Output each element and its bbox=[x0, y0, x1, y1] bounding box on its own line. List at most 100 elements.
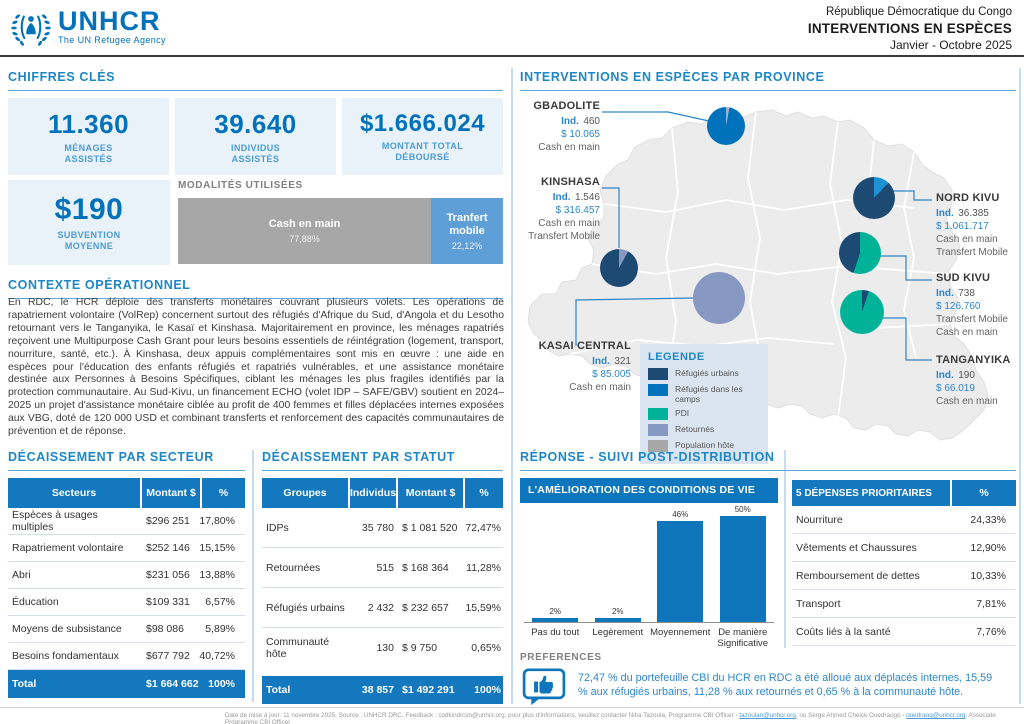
bar-value-label: 2% bbox=[549, 606, 562, 616]
legend-title: LEGENDE bbox=[648, 351, 705, 363]
legend-label: Population hôte bbox=[675, 440, 735, 450]
map-legend: LEGENDE Réfugiés urbains Réfugiés dans l… bbox=[640, 344, 768, 464]
legend-item: Population hôte bbox=[648, 440, 760, 452]
section-title-sector: DÉCAISSEMENT PAR SECTEUR bbox=[8, 450, 245, 471]
ind-label: Ind. bbox=[592, 356, 610, 367]
bar-significative: 50% bbox=[712, 505, 775, 622]
reporting-period: Janvier - Octobre 2025 bbox=[889, 38, 1012, 52]
col-header-secteurs: Secteurs bbox=[8, 478, 142, 508]
callout-nord-kivu: NORD KIVU Ind. 36.385 $ 1.061.717 Cash e… bbox=[936, 192, 1016, 259]
document-title-block: République Démocratique du Congo INTERVE… bbox=[808, 5, 1012, 53]
ind-value: 460 bbox=[583, 116, 600, 127]
divider-pdm bbox=[784, 450, 786, 648]
expenses-table: 5 DÉPENSES PRIORITAIRES % Nourriture 24,… bbox=[792, 480, 1016, 646]
province-name: GBADOLITE bbox=[533, 100, 600, 112]
ind-label: Ind. bbox=[936, 208, 954, 219]
table-row: Rapatriement volontaire $252 146 15,15% bbox=[8, 535, 245, 562]
divider-right-edge bbox=[1019, 68, 1021, 704]
modality-segment-cash: Cash en main 77,88% bbox=[178, 198, 432, 264]
legend-chip-retournes bbox=[648, 424, 668, 436]
legend-chip-refugies-urbains bbox=[648, 368, 668, 380]
logo-text: UNHCR The UN Refugee Agency bbox=[58, 7, 166, 45]
province-name: KINSHASA bbox=[540, 176, 600, 188]
section-title-pdm: RÉPONSE - SUIVI POST-DISTRIBUTION bbox=[520, 450, 1016, 471]
table-row: Réfugiés urbains 2 432 $ 232 657 15,59% bbox=[262, 588, 503, 628]
preferences-title: PREFERENCES bbox=[520, 652, 602, 663]
province-name: SUD KIVU bbox=[936, 272, 991, 284]
section-title-chiffres-cles: CHIFFRES CLÉS bbox=[8, 70, 503, 91]
pie-gbadolite bbox=[707, 107, 745, 145]
ind-value: 190 bbox=[958, 370, 975, 381]
table-row: Remboursement de dettes 10,33% bbox=[792, 562, 1016, 590]
pie-sud-kivu bbox=[839, 232, 881, 274]
table-row: Nourriture 24,33% bbox=[792, 506, 1016, 534]
key-figure-card-subvention: $190 SUBVENTION MOYENNE bbox=[8, 180, 170, 265]
ind-label: Ind. bbox=[561, 116, 579, 127]
households-label: MÉNAGES ASSISTÉS bbox=[64, 142, 113, 164]
footer-segment: Date de mise à jour: 11 novembre 2025. S… bbox=[225, 712, 740, 719]
table-row: Vêtements et Chaussures 12,90% bbox=[792, 534, 1016, 562]
bar bbox=[719, 516, 766, 622]
footer-email-link[interactable]: ouedraog@unhcr.org bbox=[906, 712, 966, 719]
unhcr-logo: UNHCR The UN Refugee Agency bbox=[10, 7, 166, 49]
section-title-map: INTERVENTIONS EN ESPÈCES PAR PROVINCE bbox=[520, 70, 1016, 91]
section-title-contexte: CONTEXTE OPÉRATIONNEL bbox=[8, 278, 503, 299]
col-header-individus: Individus bbox=[350, 478, 398, 508]
pie-nord-kivu bbox=[853, 177, 895, 219]
province-name: NORD KIVU bbox=[936, 192, 1000, 204]
col-header-pct: % bbox=[979, 487, 989, 499]
section-title-status: DÉCAISSEMENT PAR STATUT bbox=[262, 450, 503, 471]
amount-value: $ 66.019 bbox=[936, 383, 975, 394]
improvement-bar-chart: 2% 2% 46% 50% bbox=[524, 505, 774, 623]
ind-label: Ind. bbox=[552, 192, 571, 203]
modalities-list: Cash en main bbox=[538, 142, 600, 153]
province-map: GBADOLITE Ind. 460 $ 10.065 Cash en main… bbox=[516, 88, 1016, 464]
legend-label: PDI bbox=[675, 408, 690, 418]
modality-cash-label: Cash en main bbox=[268, 218, 341, 230]
chart-title: L'AMÉLIORATION DES CONDITIONS DE VIE bbox=[520, 478, 778, 503]
expenses-table-header: 5 DÉPENSES PRIORITAIRES % bbox=[792, 480, 1016, 506]
category-label: Moyennement bbox=[650, 627, 711, 638]
ind-value: 738 bbox=[958, 288, 975, 299]
sector-table-header: Secteurs Montant $ % bbox=[8, 478, 245, 508]
table-row: Transport 7,81% bbox=[792, 590, 1016, 618]
legend-item: Retournés bbox=[648, 424, 760, 436]
bar-value-label: 2% bbox=[611, 606, 624, 616]
callout-kinshasa: KINSHASA Ind. 1.546 $ 316.457 Cash en ma… bbox=[516, 176, 600, 243]
divider-center bbox=[511, 68, 513, 704]
bar bbox=[594, 617, 641, 622]
amount-value: $ 10.065 bbox=[561, 129, 600, 140]
modality-mobile-pct: 22,12% bbox=[451, 240, 483, 251]
individuals-value: 39.640 bbox=[214, 108, 297, 139]
modalities-list: Cash en main bbox=[936, 396, 998, 407]
bar bbox=[657, 520, 704, 622]
ind-value: 36.385 bbox=[958, 208, 989, 219]
table-row: Retournées 515 $ 168 364 11,28% bbox=[262, 548, 503, 588]
legend-item: PDI bbox=[648, 408, 760, 420]
bar-chart-category-labels: Pas du tout Legèrement Moyennement De ma… bbox=[524, 627, 774, 649]
modalities-list: Cash en main Transfert Mobile bbox=[528, 218, 600, 242]
footer-email-link[interactable]: tazoulan@unhcr.org bbox=[739, 712, 796, 719]
col-header-groupes: Groupes bbox=[262, 478, 350, 508]
status-table-total-row: Total 38 857 $1 492 291 100% bbox=[262, 676, 503, 704]
individuals-label: INDIVIDUS ASSISTÉS bbox=[230, 142, 281, 164]
thumbs-up-icon bbox=[522, 668, 566, 706]
key-figure-card-individus: 39.640 INDIVIDUS ASSISTÉS bbox=[175, 98, 336, 175]
modalities-stacked-bar: Cash en main 77,88% Tranfert mobile 22,1… bbox=[178, 198, 503, 264]
col-header-montant: Montant $ bbox=[142, 478, 202, 508]
households-value: 11.360 bbox=[47, 108, 130, 139]
key-figure-card-menages: 11.360 MÉNAGES ASSISTÉS bbox=[8, 98, 169, 175]
ind-value: 1.546 bbox=[574, 192, 600, 203]
pie-kinshasa bbox=[600, 249, 638, 287]
header: UNHCR The UN Refugee Agency République D… bbox=[0, 0, 1024, 57]
pie-kasai-central bbox=[693, 272, 745, 324]
category-label: Legèrement bbox=[592, 627, 644, 638]
bar-legerement: 2% bbox=[587, 505, 650, 622]
legend-item: Réfugiés dans les camps bbox=[648, 384, 760, 404]
callout-tanganyika: TANGANYIKA Ind. 190 $ 66.019 Cash en mai… bbox=[936, 354, 1016, 408]
callout-sud-kivu: SUD KIVU Ind. 738 $ 126.760 Transfert Mo… bbox=[936, 272, 1016, 339]
table-row: Espèces à usages multiples $296 251 17,8… bbox=[8, 508, 245, 535]
context-paragraph: En RDC, le HCR déploie des transferts mo… bbox=[8, 297, 504, 438]
callout-kasai-central: KASAI CENTRAL Ind. 321 $ 85.005 Cash en … bbox=[516, 340, 631, 394]
